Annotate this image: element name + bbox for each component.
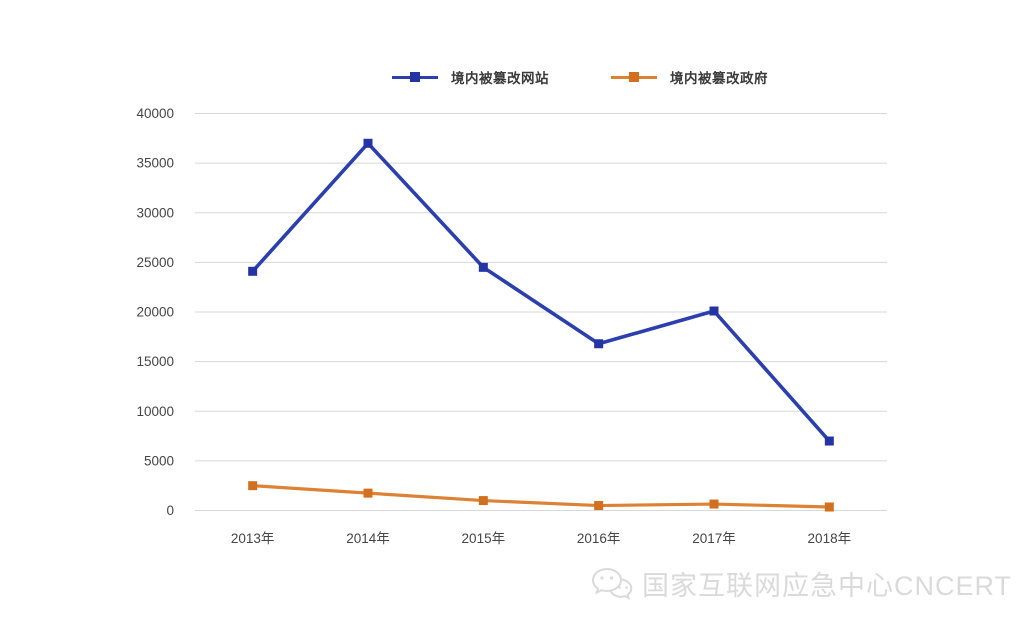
x-axis-tick-label: 2015年	[462, 531, 506, 546]
data-point-marker	[248, 481, 258, 491]
y-axis-tick-label: 15000	[136, 354, 174, 369]
x-axis-tick-label: 2017年	[692, 531, 736, 546]
legend-swatch-websites	[392, 71, 438, 83]
data-point-marker	[248, 266, 258, 276]
legend-swatch-government	[611, 71, 657, 83]
x-axis-tick-label: 2018年	[808, 531, 852, 546]
watermark-text: 国家互联网应急中心CNCERT	[641, 571, 1012, 601]
y-axis-tick-label: 20000	[136, 305, 174, 320]
y-axis-tick-label: 40000	[136, 106, 174, 121]
legend-label-websites: 境内被篡改网站	[451, 71, 549, 86]
chart-legend: 境内被篡改网站 境内被篡改政府	[160, 64, 1000, 90]
data-point-marker	[709, 499, 719, 509]
x-axis-tick-label: 2013年	[231, 531, 275, 546]
x-axis-tick-label: 2014年	[346, 531, 390, 546]
data-point-marker	[594, 501, 604, 511]
data-point-marker	[363, 488, 373, 498]
legend-item-websites: 境内被篡改网站	[392, 67, 549, 87]
x-axis-tick-label: 2016年	[577, 531, 621, 546]
series-line-1	[251, 484, 831, 509]
wechat-logo-icon	[591, 567, 633, 600]
y-axis-tick-label: 10000	[136, 404, 174, 419]
y-axis-tick-label: 5000	[144, 453, 174, 468]
data-point-marker	[478, 496, 488, 506]
legend-item-government: 境内被篡改政府	[611, 67, 768, 87]
y-axis-tick-label: 30000	[136, 205, 174, 220]
series-line-0	[250, 141, 832, 443]
line-chart-plot: 0 5000 10000 15000 20000 25000 30000 35000 40000…	[136, 106, 887, 546]
y-axis-tick-label: 35000	[136, 156, 174, 171]
watermark: 国家互联网应急中心CNCERT	[590, 564, 1012, 603]
data-point-marker	[363, 138, 373, 148]
data-point-marker	[594, 339, 604, 349]
legend-label-government: 境内被篡改政府	[670, 71, 768, 86]
data-point-marker	[824, 502, 834, 512]
data-point-marker	[824, 436, 834, 446]
y-axis-tick-label: 25000	[136, 255, 174, 270]
data-point-marker	[478, 262, 488, 272]
y-axis-tick-label: 0	[166, 503, 174, 518]
data-point-marker	[709, 306, 719, 316]
